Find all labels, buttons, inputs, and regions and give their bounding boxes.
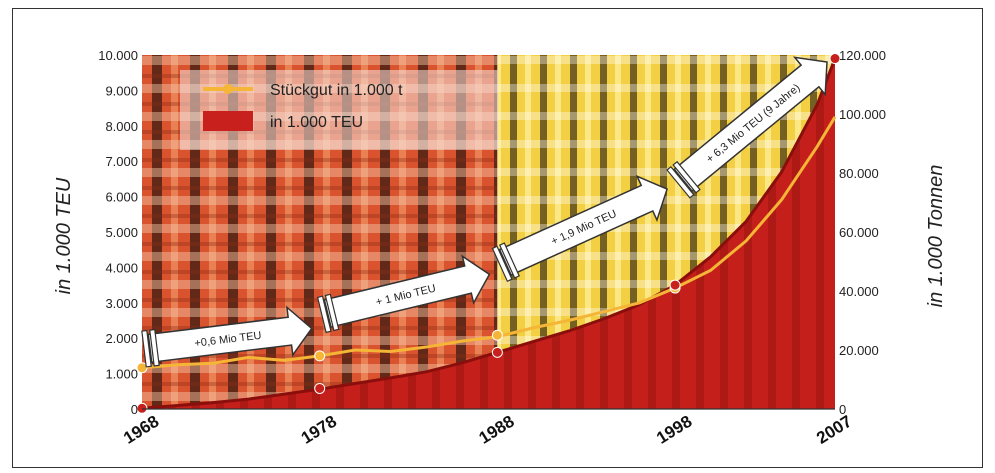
right-tick-label: 100.000 [839, 107, 886, 122]
legend-swatch-teu [203, 111, 253, 131]
arrow-tail-bar [491, 245, 513, 283]
legend-label-tonnage: Stückgut in 1.000 t [270, 82, 403, 99]
teu-area [142, 58, 835, 409]
x-tick-label: 2007 [813, 412, 855, 448]
marker-layer [136, 52, 841, 414]
left-tick-label: 3.000 [105, 296, 138, 311]
left-tick-label: 9.000 [105, 83, 138, 98]
right-tick-label: 80.000 [839, 166, 879, 181]
left-tick-label: 1.000 [105, 367, 138, 382]
annotation-arrow: +0,6 Mio TEU [141, 305, 313, 368]
arrow-tail-bar [149, 328, 160, 367]
left-tick-label: 4.000 [105, 260, 138, 275]
x-tick-label: 1968 [120, 412, 162, 448]
x-tick-label: 1998 [653, 412, 695, 448]
left-tick-label: 7.000 [105, 154, 138, 169]
tonnage-point [136, 362, 148, 374]
arrow-tail-bar [672, 160, 701, 194]
arrow-tail-bar [324, 293, 340, 332]
teu-point [829, 53, 841, 65]
arrow-shape [498, 174, 669, 277]
legend: Stückgut in 1.000 t in 1.000 TEU [180, 70, 498, 150]
teu-point [491, 346, 503, 358]
left-tick-label: 0 [131, 402, 138, 417]
left-axis-title: in 1.000 TEU [53, 177, 75, 294]
x-tick-label: 1988 [476, 412, 518, 448]
right-tick-label: 40.000 [839, 284, 879, 299]
left-tick-label: 10.000 [98, 48, 138, 63]
teu-point [669, 279, 681, 291]
annotation-arrow: + 1,9 Mio TEU [491, 174, 669, 283]
legend-box [180, 70, 498, 150]
tonnage-point [491, 329, 503, 341]
arrow-tail-bar [316, 295, 332, 334]
arrow-shape [673, 56, 828, 192]
arrow-shape [147, 305, 313, 364]
left-tick-label: 6.000 [105, 190, 138, 205]
legend-label-teu: in 1.000 TEU [270, 114, 363, 131]
left-tick-label: 5.000 [105, 225, 138, 240]
annotation-arrow: + 1 Mio TEU [316, 254, 491, 334]
arrow-tail-bar [141, 329, 152, 368]
legend-marker-tonnage [223, 84, 233, 94]
left-tick-label: 2.000 [105, 331, 138, 346]
right-tick-label: 120.000 [839, 48, 886, 63]
arrow-shape [323, 254, 491, 328]
teu-point [314, 382, 326, 394]
right-axis-title: in 1.000 Tonnen [925, 165, 947, 308]
right-tick-label: 60.000 [839, 225, 879, 240]
arrow-tail-bar [666, 165, 695, 199]
tonnage-point [314, 350, 326, 362]
left-tick-label: 8.000 [105, 119, 138, 134]
teu-point [136, 402, 148, 414]
chart-frame [12, 8, 983, 468]
arrow-tail-bar [498, 242, 520, 279]
right-tick-label: 0 [839, 402, 846, 417]
right-tick-label: 20.000 [839, 343, 879, 358]
x-tick-label: 1978 [298, 412, 340, 448]
